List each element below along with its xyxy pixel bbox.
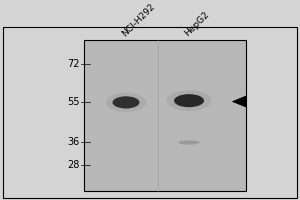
Polygon shape: [232, 96, 246, 107]
Text: NCI-H292: NCI-H292: [120, 1, 157, 38]
Ellipse shape: [112, 96, 140, 109]
Text: 72: 72: [67, 59, 80, 69]
Ellipse shape: [178, 140, 200, 145]
Bar: [84, 40, 246, 191]
Text: 55: 55: [67, 97, 80, 107]
Ellipse shape: [167, 90, 212, 111]
Ellipse shape: [174, 94, 204, 107]
Text: 28: 28: [67, 160, 80, 170]
Ellipse shape: [106, 93, 146, 112]
Text: 36: 36: [67, 137, 80, 147]
Text: HepG2: HepG2: [183, 10, 211, 38]
